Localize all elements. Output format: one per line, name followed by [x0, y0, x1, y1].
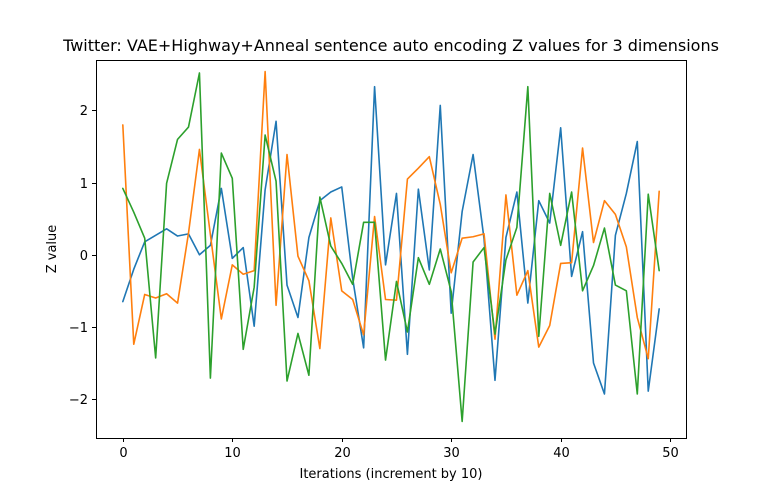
y-tick-label: −2 — [69, 393, 88, 408]
y-axis-label: Z value — [45, 225, 60, 274]
x-tick-label: 30 — [443, 446, 460, 461]
x-tick-label: 20 — [334, 446, 351, 461]
series-line-3 — [122, 72, 660, 423]
x-tick-label: 50 — [662, 446, 679, 461]
y-tick-label: 0 — [80, 249, 88, 264]
x-axis: 0 10 20 30 40 50 — [119, 438, 679, 461]
x-tick-label: 0 — [119, 446, 127, 461]
series-line-2 — [122, 70, 660, 360]
series-line-1 — [122, 85, 660, 395]
chart-title: Twitter: VAE+Highway+Anneal sentence aut… — [62, 36, 719, 55]
y-tick-label: 2 — [80, 104, 88, 119]
x-axis-label: Iterations (increment by 10) — [300, 467, 483, 482]
plot-frame — [96, 60, 687, 439]
y-tick-label: 1 — [80, 177, 88, 192]
series-layer — [122, 70, 660, 423]
x-tick-label: 10 — [224, 446, 241, 461]
y-axis: −2 −1 0 1 2 — [69, 104, 96, 408]
y-tick-label: −1 — [69, 321, 88, 336]
x-tick-label: 40 — [553, 446, 570, 461]
